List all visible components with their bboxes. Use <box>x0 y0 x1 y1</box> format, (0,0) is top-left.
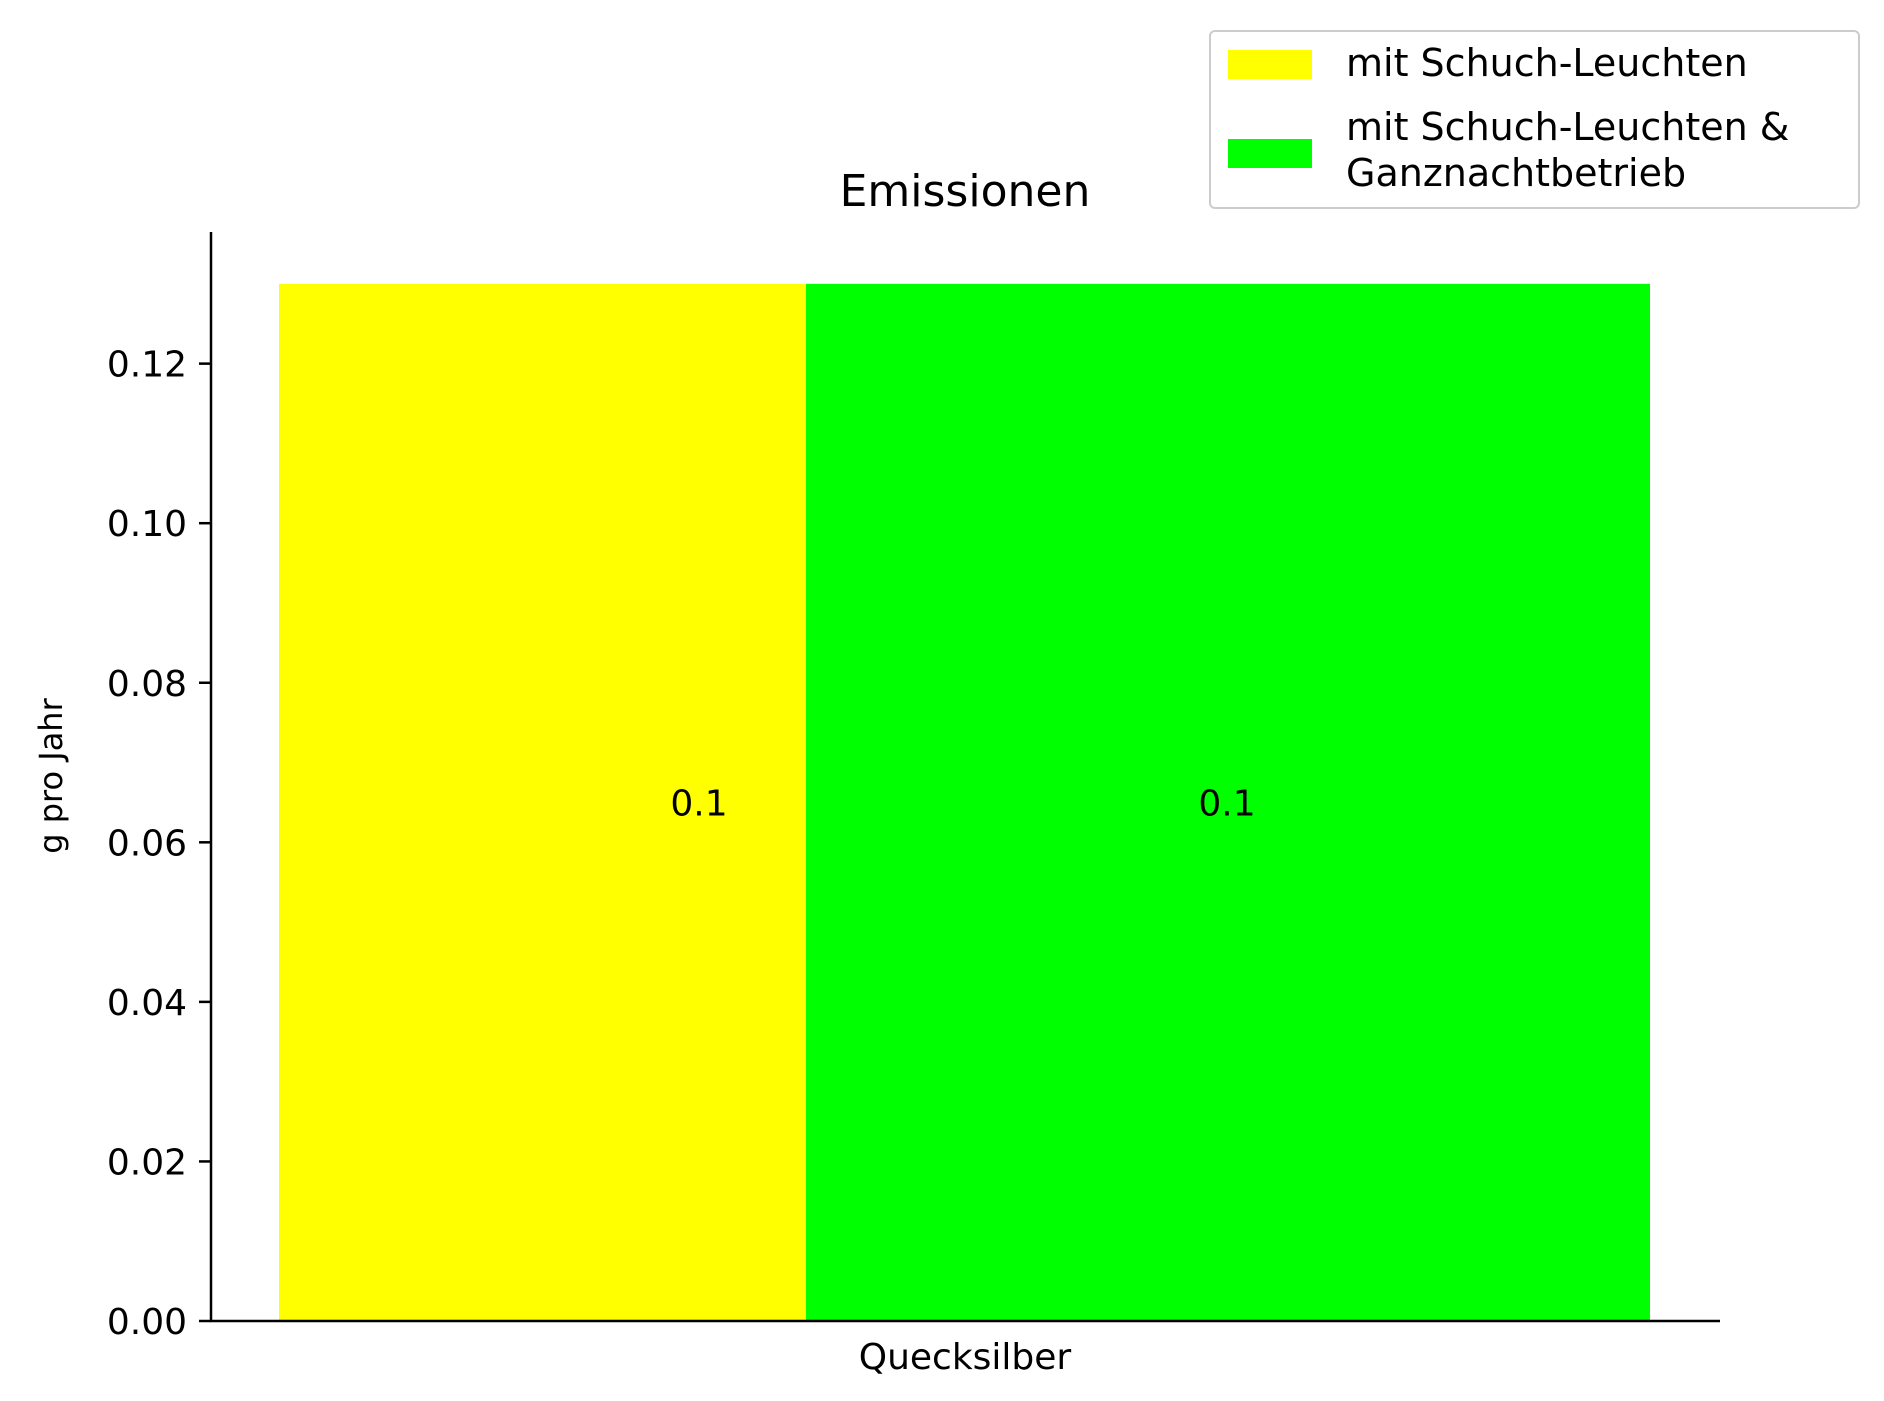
y-tick-label: 0.04 <box>107 983 187 1024</box>
y-tick-label: 0.10 <box>107 504 187 545</box>
y-tick-label: 0.06 <box>107 823 187 864</box>
legend: mit Schuch-Leuchten mit Schuch-Leuchten … <box>1209 30 1860 209</box>
x-ticks: Quecksilber <box>859 1337 1072 1378</box>
bar-2 <box>806 283 1650 1321</box>
bar-labels: 0.1 0.1 <box>670 783 1255 824</box>
y-ticks: 0.00 0.02 0.04 0.06 0.08 0.10 0.12 <box>107 345 211 1343</box>
legend-swatch-yellow <box>1228 50 1312 79</box>
y-tick-label: 0.08 <box>107 664 187 705</box>
legend-label-1: mit Schuch-Leuchten <box>1346 41 1748 85</box>
y-tick-label: 0.02 <box>107 1142 187 1183</box>
legend-label-2: mit Schuch-Leuchten & Ganznachtbetrieb <box>1346 105 1790 195</box>
bars <box>279 283 1650 1321</box>
legend-swatch-green <box>1228 139 1312 168</box>
bar-value-label-2: 0.1 <box>1198 783 1255 824</box>
bar-1 <box>279 283 806 1321</box>
y-axis-label: g pro Jahr <box>32 697 70 853</box>
x-tick-label: Quecksilber <box>859 1337 1072 1378</box>
chart-title: Emissionen <box>840 166 1091 217</box>
y-tick-label: 0.12 <box>107 345 187 386</box>
bar-value-label-1: 0.1 <box>670 783 727 824</box>
y-tick-label: 0.00 <box>107 1302 187 1343</box>
